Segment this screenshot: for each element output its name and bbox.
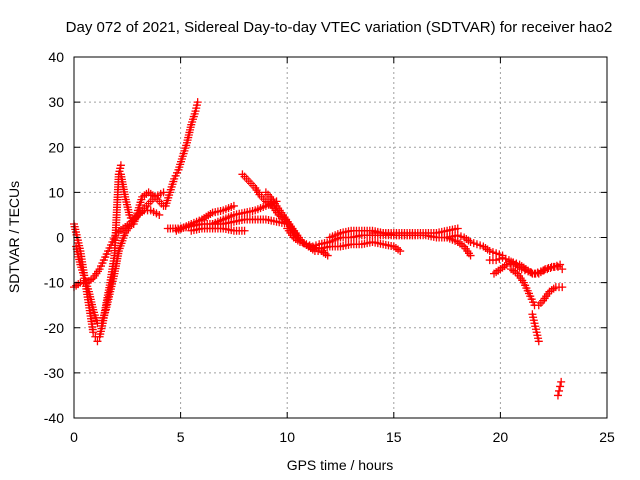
- y-tick-label: -10: [44, 275, 64, 291]
- data-point: [193, 98, 202, 107]
- data-point: [116, 161, 125, 170]
- data-layer: [70, 98, 567, 400]
- data-point: [534, 337, 543, 346]
- series-track-20: [528, 310, 543, 346]
- series-track-19: [507, 265, 567, 310]
- x-tick-label: 25: [599, 429, 615, 445]
- data-point: [229, 201, 238, 210]
- y-tick-label: 0: [56, 230, 64, 246]
- y-tick-label: 30: [48, 94, 64, 110]
- series-track-8: [187, 224, 249, 235]
- x-tick-label: 20: [493, 429, 509, 445]
- series-track-16: [443, 233, 475, 260]
- x-axis-label: GPS time / hours: [287, 457, 394, 473]
- y-tick-label: 10: [48, 184, 64, 200]
- data-point: [323, 251, 332, 260]
- data-point: [453, 224, 462, 233]
- y-tick-label: -40: [44, 410, 64, 426]
- data-point: [466, 251, 475, 260]
- x-tick-label: 0: [70, 429, 78, 445]
- series-track-5: [161, 98, 202, 210]
- x-tick-label: 10: [279, 429, 295, 445]
- data-point: [557, 377, 566, 386]
- data-point: [555, 386, 564, 395]
- y-tick-label: 40: [48, 49, 64, 65]
- data-point: [553, 262, 562, 271]
- x-tick-label: 15: [386, 429, 402, 445]
- series-track-15: [368, 228, 507, 260]
- series-track-7: [172, 201, 238, 235]
- series-track-9: [208, 197, 281, 228]
- series-track-2: [116, 170, 168, 228]
- data-point: [558, 265, 567, 274]
- data-point: [553, 391, 562, 400]
- series-track-18: [490, 258, 567, 278]
- data-point: [155, 210, 164, 219]
- x-tick-label: 5: [177, 429, 185, 445]
- y-tick-label: -20: [44, 320, 64, 336]
- data-point: [240, 226, 249, 235]
- series-track-21: [553, 377, 566, 400]
- data-point: [396, 247, 405, 256]
- series-track-13: [304, 238, 405, 256]
- chart-title: Day 072 of 2021, Sidereal Day-to-day VTE…: [66, 19, 613, 36]
- data-point: [558, 283, 567, 292]
- y-axis-label: SDTVAR / TECUs: [6, 181, 22, 293]
- series-track-4: [70, 188, 168, 292]
- axis-layer: 0 5 10 15 20 25 -40 -30 -20 -10 0 10 20 30 40: [44, 49, 615, 445]
- data-point: [89, 328, 98, 337]
- y-tick-label: 20: [48, 139, 64, 155]
- data-point: [556, 382, 565, 391]
- data-point: [93, 337, 102, 346]
- y-tick-label: -30: [44, 365, 64, 381]
